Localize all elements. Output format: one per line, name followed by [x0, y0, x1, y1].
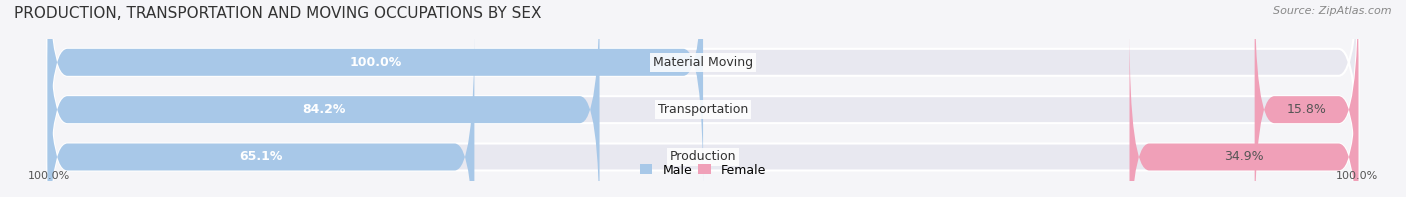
Text: 100.0%: 100.0% [28, 171, 70, 181]
FancyBboxPatch shape [48, 0, 1358, 197]
Text: Production: Production [669, 151, 737, 164]
Legend: Male, Female: Male, Female [636, 159, 770, 181]
FancyBboxPatch shape [1129, 28, 1358, 197]
Text: 100.0%: 100.0% [349, 56, 402, 69]
FancyBboxPatch shape [48, 28, 1358, 197]
FancyBboxPatch shape [48, 0, 1358, 191]
Text: Material Moving: Material Moving [652, 56, 754, 69]
FancyBboxPatch shape [48, 0, 599, 197]
FancyBboxPatch shape [48, 28, 474, 197]
Text: Transportation: Transportation [658, 103, 748, 116]
Text: PRODUCTION, TRANSPORTATION AND MOVING OCCUPATIONS BY SEX: PRODUCTION, TRANSPORTATION AND MOVING OC… [14, 6, 541, 21]
Text: Source: ZipAtlas.com: Source: ZipAtlas.com [1274, 6, 1392, 16]
Text: 34.9%: 34.9% [1225, 151, 1264, 164]
FancyBboxPatch shape [48, 0, 703, 191]
FancyBboxPatch shape [1254, 0, 1358, 197]
Text: 65.1%: 65.1% [239, 151, 283, 164]
Text: 15.8%: 15.8% [1286, 103, 1326, 116]
Text: 100.0%: 100.0% [1336, 171, 1378, 181]
Text: 84.2%: 84.2% [302, 103, 346, 116]
